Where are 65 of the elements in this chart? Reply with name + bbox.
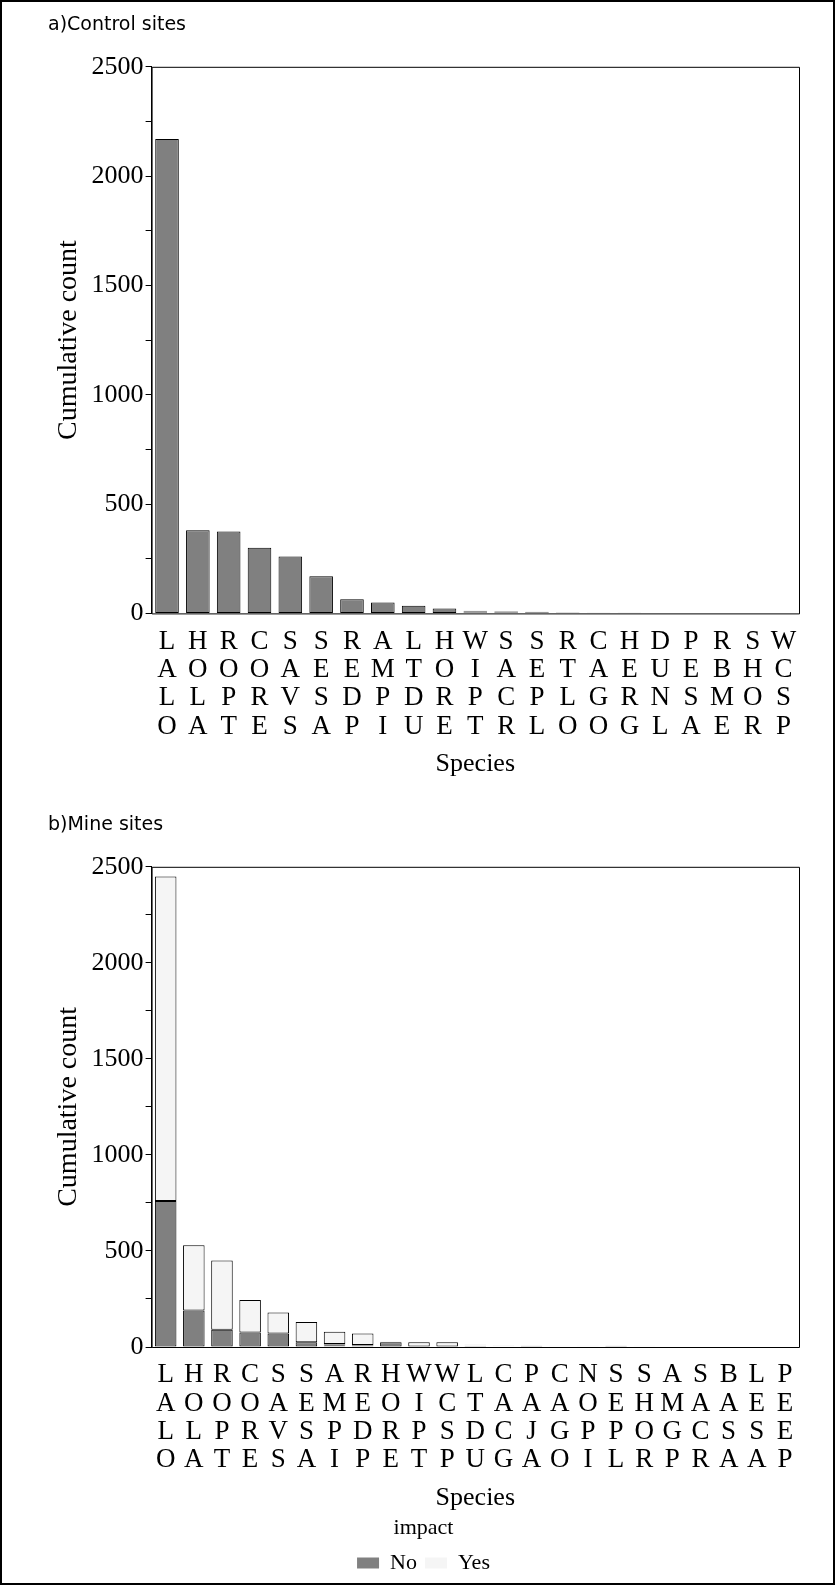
- x-tick-label: HORE: [434, 624, 455, 740]
- x-tick-label: CACG: [493, 1358, 514, 1474]
- x-tick-label: WCSP: [434, 1358, 461, 1474]
- x-tick-label: SAVS: [280, 624, 301, 740]
- x-tick-label: AMPI: [322, 1358, 347, 1474]
- x-tick-label: SHOR: [634, 1358, 654, 1474]
- x-tick-label: LTDU: [403, 624, 424, 740]
- x-tick-label: SACR: [496, 624, 517, 740]
- x-tick-label: PESA: [681, 624, 702, 740]
- x-tick-label: WCSP: [770, 624, 797, 740]
- x-tick-label: HOLA: [184, 1358, 205, 1474]
- y-tick-label: 2500: [91, 50, 144, 80]
- x-tick-label: DUNL: [650, 624, 671, 740]
- x-tick-label: SHOR: [743, 624, 763, 740]
- y-tick-label: 500: [104, 1234, 144, 1264]
- y-tick-label: 2000: [91, 159, 144, 189]
- x-tick-label: CORE: [240, 1358, 260, 1474]
- x-axis-title: Species: [435, 748, 516, 778]
- x-tick-label: ROPT: [212, 1358, 232, 1474]
- legend-label: Yes: [457, 1548, 490, 1574]
- x-tick-label: NOPI: [578, 1358, 598, 1474]
- y-tick-label: 2500: [91, 850, 144, 880]
- y-tick-label: 2000: [91, 946, 144, 976]
- x-tick-label: HERG: [619, 624, 640, 740]
- x-tick-label: RBME: [709, 624, 734, 740]
- x-tick-label: SEPL: [528, 624, 546, 740]
- x-tick-label: LALO: [157, 624, 178, 740]
- legend-title: impact: [393, 1514, 454, 1540]
- x-tick-label: SESA: [296, 1358, 317, 1474]
- x-tick-label: SEPL: [607, 1358, 625, 1474]
- y-tick-label: 1500: [91, 1042, 144, 1072]
- x-tick-label: LTDU: [465, 1358, 486, 1474]
- x-tick-label: LESA: [747, 1358, 768, 1474]
- x-tick-label: PAJA: [521, 1358, 542, 1474]
- chart-title: a)Control sites: [48, 12, 186, 35]
- x-tick-label: SACR: [690, 1358, 711, 1474]
- x-tick-label: SESA: [311, 624, 332, 740]
- x-tick-label: ROPT: [218, 624, 239, 740]
- x-tick-label: BASA: [718, 1358, 739, 1474]
- x-tick-label: REDP: [342, 624, 362, 740]
- x-tick-label: CAGO: [588, 624, 609, 740]
- x-tick-label: PEEP: [776, 1358, 794, 1474]
- y-tick-label: 1500: [91, 269, 144, 299]
- x-tick-label: LALO: [155, 1358, 176, 1474]
- x-tick-label: WIPT: [406, 1358, 433, 1474]
- x-tick-label: WIPT: [462, 624, 489, 740]
- y-tick-label: 1000: [91, 378, 144, 408]
- x-tick-label: CORE: [249, 624, 270, 740]
- x-tick-label: HOLA: [188, 624, 209, 740]
- y-axis-title: Cumulative count: [51, 1006, 83, 1207]
- y-axis-title: Cumulative count: [51, 239, 83, 441]
- x-tick-label: RTLO: [558, 624, 578, 740]
- x-tick-label: CAGO: [549, 1358, 570, 1474]
- x-tick-label: REDP: [352, 1358, 373, 1474]
- x-tick-label: AMGP: [660, 1358, 685, 1474]
- chart-title: b)Mine sites: [48, 812, 164, 835]
- x-tick-label: AMPI: [370, 624, 395, 740]
- y-tick-label: 0: [130, 597, 144, 627]
- legend-label: No: [390, 1548, 417, 1574]
- x-tick-label: HORE: [381, 1358, 401, 1474]
- y-tick-label: 1000: [91, 1138, 144, 1168]
- y-tick-label: 0: [130, 1330, 144, 1360]
- x-axis-title: Species: [435, 1481, 516, 1511]
- x-tick-label: SAVS: [268, 1358, 289, 1474]
- y-tick-label: 500: [104, 487, 144, 517]
